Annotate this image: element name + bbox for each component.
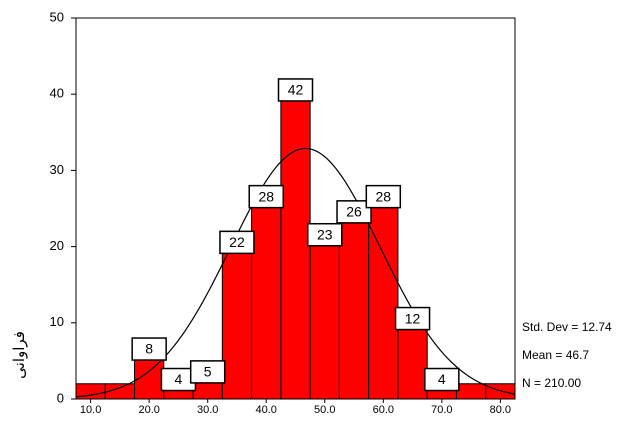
- value-label-box: [307, 222, 343, 247]
- x-tick-label: 30.0: [197, 404, 218, 416]
- x-tick-label: 10.0: [80, 404, 101, 416]
- bar: [309, 223, 340, 400]
- value-label: 28: [376, 188, 392, 204]
- value-label: 4: [175, 371, 183, 387]
- value-label: 42: [288, 82, 304, 98]
- x-tick-label: 50.0: [314, 404, 335, 416]
- bar: [280, 78, 311, 400]
- stat-label: Mean = 46.7: [522, 348, 589, 362]
- y-tick-label: 20: [50, 238, 64, 253]
- value-label-box: [189, 360, 226, 384]
- x-tick-label: 40.0: [256, 404, 277, 416]
- y-tick-label: 50: [50, 9, 64, 24]
- value-label-box: [365, 184, 402, 209]
- x-tick-label: 20.0: [138, 404, 159, 416]
- y-tick-label: 40: [50, 86, 64, 101]
- plot-frame: [75, 17, 516, 400]
- value-label: 28: [258, 188, 274, 204]
- bar: [338, 200, 370, 400]
- value-label-box: [248, 184, 284, 209]
- value-label: 23: [317, 226, 333, 242]
- value-label-box: [277, 78, 314, 102]
- value-label-box: [424, 367, 460, 392]
- value-label: 12: [405, 310, 421, 326]
- x-tick-label: 80.0: [490, 404, 511, 416]
- x-tick-label: 60.0: [373, 404, 394, 416]
- value-label-box: [336, 200, 372, 224]
- stat-label: N = 210.00: [522, 376, 581, 390]
- bar: [455, 383, 487, 400]
- y-tick-label: 10: [50, 314, 64, 329]
- value-label-box: [394, 306, 431, 331]
- bar: [251, 185, 282, 400]
- y-tick-label: 30: [50, 162, 64, 177]
- y-axis-label: فراوانی: [11, 331, 28, 379]
- value-label: 22: [229, 234, 245, 250]
- value-label: 26: [346, 204, 362, 220]
- value-label-box: [219, 230, 255, 255]
- value-label-box: [131, 337, 167, 361]
- bar: [368, 185, 399, 400]
- y-tick-label: 0: [57, 390, 64, 405]
- value-label: 5: [204, 364, 212, 380]
- stat-label: Std. Dev = 12.74: [522, 320, 612, 334]
- x-tick-label: 70.0: [431, 404, 452, 416]
- value-label: 8: [145, 341, 153, 357]
- value-label: 4: [438, 371, 446, 387]
- normal-curve: [75, 147, 516, 398]
